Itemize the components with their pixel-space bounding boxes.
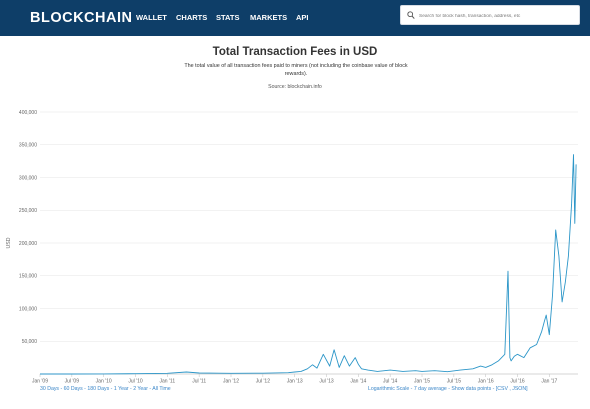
logarithmic-scale-toggle[interactable]: Logarithmic Scale [368,386,410,392]
chart-option-links: Logarithmic Scale - 7 day average - Show… [368,386,528,392]
nav-charts[interactable]: CHARTS [176,13,208,22]
range-all-time[interactable]: All Time [152,386,171,392]
x-tick-label-5: Jul '11 [192,379,206,385]
x-tick-label-13: Jul '15 [447,379,462,385]
x-tick-label-16: Jan '17 [541,379,557,385]
series-line-0 [40,154,577,375]
show-data-points-toggle[interactable]: Show data points [451,386,492,392]
page-subtitle: The total value of all transaction fees … [184,63,408,77]
transaction-fees-chart[interactable]: 400,000 350,000 300,000 250,000 200,000 150,0… [0,100,590,384]
range-180-days[interactable]: 180 Days [87,386,110,392]
x-tick-label-2: Jan '10 [96,379,112,385]
y-tick-label-0: 400,000 [19,110,37,116]
x-tick-label-0: Jan '09 [32,379,48,385]
x-tick-label-6: Jan '12 [223,379,239,385]
range-60-days[interactable]: 60 Days [63,386,83,392]
search-icon [407,11,415,19]
seven-day-average-toggle[interactable]: 7 day average [413,386,447,392]
x-tick-label-11: Jul '14 [383,379,398,385]
export-csv-link[interactable]: CSV [497,386,508,392]
y-tick-label-3: 250,000 [19,208,37,214]
x-axis: Jan '09 Jul '09 Jan '10 Jul '10 Jan '11 Jul '… [32,373,578,385]
export-json-link[interactable]: JSON [512,386,527,392]
top-navigation-bar: BLOCKCHAIN WALLET CHARTS STATS MARKETS A… [0,0,590,36]
search-box[interactable] [400,5,581,25]
y-tick-label-6: 100,000 [19,306,37,312]
x-tick-label-7: Jul '12 [256,379,271,385]
nav-api[interactable]: API [296,13,309,22]
nav-stats[interactable]: STATS [216,13,240,22]
range-1-year[interactable]: 1 Year [113,386,129,392]
y-tick-label-2: 300,000 [19,175,37,181]
range-30-days[interactable]: 30 Days [40,386,60,392]
y-tick-label-7: 50,000 [22,339,38,345]
page-title: Total Transaction Fees in USD [212,46,378,58]
x-tick-label-14: Jan '16 [478,379,494,385]
x-tick-label-10: Jan '14 [350,379,366,385]
nav-wallet[interactable]: WALLET [136,13,167,22]
search-input[interactable] [417,8,581,24]
y-axis-title: USD [6,237,12,248]
y-tick-label-4: 200,000 [19,241,37,247]
data-source: Source: blockchain.info [268,84,322,90]
chart-series [40,154,577,375]
x-tick-label-4: Jan '11 [160,379,176,385]
y-tick-label-5: 150,000 [19,274,37,280]
y-tick-label-1: 350,000 [19,143,37,149]
x-tick-label-15: Jul '16 [510,379,525,385]
x-tick-label-12: Jan '15 [414,379,430,385]
chart-gridlines [40,111,578,342]
y-axis: 400,000 350,000 300,000 250,000 200,000 150,0… [19,110,37,345]
blockchain-logo[interactable]: BLOCKCHAIN [30,10,133,26]
time-range-links: 30 Days - 60 Days - 180 Days - 1 Year - … [40,386,171,392]
x-tick-label-1: Jul '09 [65,379,80,385]
range-2-year[interactable]: 2 Year [133,386,148,392]
x-tick-label-3: Jul '10 [128,379,143,385]
nav-markets[interactable]: MARKETS [250,13,288,22]
x-tick-label-9: Jul '13 [319,379,334,385]
x-tick-label-8: Jan '13 [287,379,303,385]
